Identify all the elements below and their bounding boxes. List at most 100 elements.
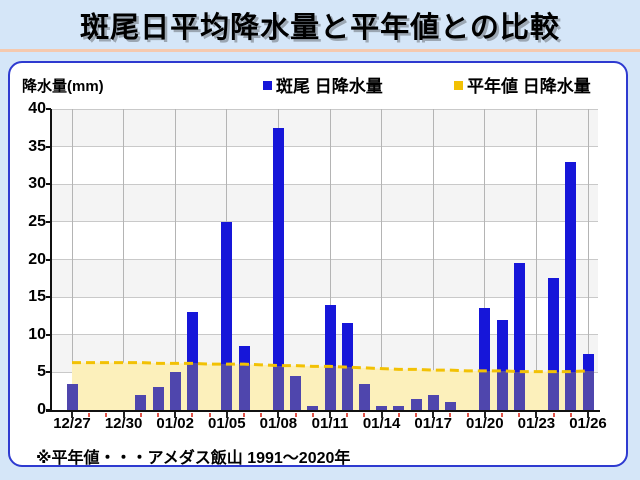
x-major-tick [535,412,538,418]
x-minor-tick [552,413,555,417]
v-gridline [535,109,537,410]
y-tick [46,371,51,374]
bar [548,278,560,410]
bar-overlap-segment [393,406,405,410]
x-tick-label: 12/30 [104,415,143,432]
x-minor-tick [449,413,452,417]
x-major-tick [587,412,589,418]
x-major-tick [380,412,383,418]
y-tick [46,145,51,148]
y-tick [46,108,51,110]
x-major-tick [432,412,435,418]
y-tick [46,409,51,411]
plot-band [52,184,598,222]
x-minor-tick [294,413,297,417]
v-gridline [484,109,486,410]
title-divider [0,49,640,52]
y-tick [46,183,51,186]
bar-overlap-segment [272,365,284,410]
y-tick [46,333,51,336]
bar [496,319,508,410]
bar-overlap-segment [135,394,147,410]
bar-overlap-segment [565,371,577,410]
bar-overlap-segment [186,363,198,410]
h-gridline [52,146,598,148]
x-major-tick [277,412,280,418]
x-minor-tick [243,413,245,417]
x-minor-tick [466,413,469,417]
chart-panel: 降水量(mm) 斑尾 日降水量 平年値 日降水量 0 5 10 15 20 25 30 35 4… [8,61,628,467]
plot-band [52,109,598,147]
h-gridline [52,259,598,260]
x-minor-tick [346,413,349,417]
footnote: ※平年値・・・アメダス飯山 1991〜2020年 [36,450,351,467]
bar [290,376,302,410]
x-minor-tick [518,413,521,417]
y-tick-label: 5 [37,363,46,381]
y-tick-label: 0 [37,401,46,418]
bar-overlap-segment [479,370,491,410]
bar [135,394,147,410]
x-major-tick [122,412,125,418]
y-tick-label: 30 [28,175,46,193]
y-tick [46,296,51,299]
v-gridline [587,109,589,410]
bar-overlap-segment [444,402,456,410]
y-tick-label: 40 [28,100,46,117]
x-minor-tick [105,413,108,417]
y-axis-title: 降水量(mm) [22,78,104,95]
bar-overlap-segment [341,367,353,410]
x-tick-label: 01/26 [569,415,607,432]
v-gridline [432,109,434,410]
y-tick-label: 20 [28,250,46,268]
x-minor-tick [415,413,417,417]
bar-overlap-segment [152,387,164,410]
x-major-tick [225,412,228,418]
x-minor-tick [501,413,503,417]
bar [221,221,233,410]
bar [393,406,405,410]
page-title: 斑尾日平均降水量と平年値との比較 [80,12,560,44]
bar-overlap-segment [582,370,594,410]
y-tick [46,258,51,261]
x-tick-label: 01/05 [208,415,246,432]
legend-label-normal: 平年値 日降水量 [467,77,591,96]
x-major-tick [71,412,73,418]
bar [272,127,284,410]
bar [565,161,577,410]
y-axis-line [50,109,52,410]
bar [582,353,594,410]
v-gridline [71,109,73,410]
bar [376,406,388,410]
bar-overlap-segment [307,406,319,410]
bar [444,402,456,410]
x-tick-label: 01/14 [362,415,401,432]
bar-overlap-segment [169,372,181,410]
bar [410,398,422,410]
x-tick-label: 01/08 [259,415,298,432]
bar [479,308,491,410]
h-gridline [52,221,598,223]
v-gridline [381,109,383,410]
bar-overlap-segment [496,370,508,410]
bar-overlap-segment [238,364,250,410]
bar-overlap-segment [66,383,78,410]
plot-band [52,259,598,298]
bar [238,346,250,410]
bar [169,372,181,410]
bar-overlap-segment [427,394,439,410]
bar-overlap-segment [410,398,422,410]
y-tick-label: 35 [28,137,46,155]
h-gridline [52,296,598,298]
bar [358,383,370,410]
plot-band [52,221,598,260]
x-major-tick [174,412,177,418]
v-gridline [123,109,125,410]
x-minor-tick [569,413,572,417]
bar-overlap-segment [358,383,370,410]
bar-overlap-segment [513,371,525,410]
x-minor-tick [260,413,263,417]
x-minor-tick [208,413,211,417]
plot-band [52,146,598,185]
x-tick-label: 01/02 [156,415,194,432]
